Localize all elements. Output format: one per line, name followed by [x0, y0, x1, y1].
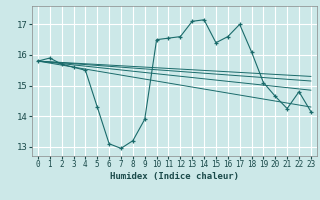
- X-axis label: Humidex (Indice chaleur): Humidex (Indice chaleur): [110, 172, 239, 181]
